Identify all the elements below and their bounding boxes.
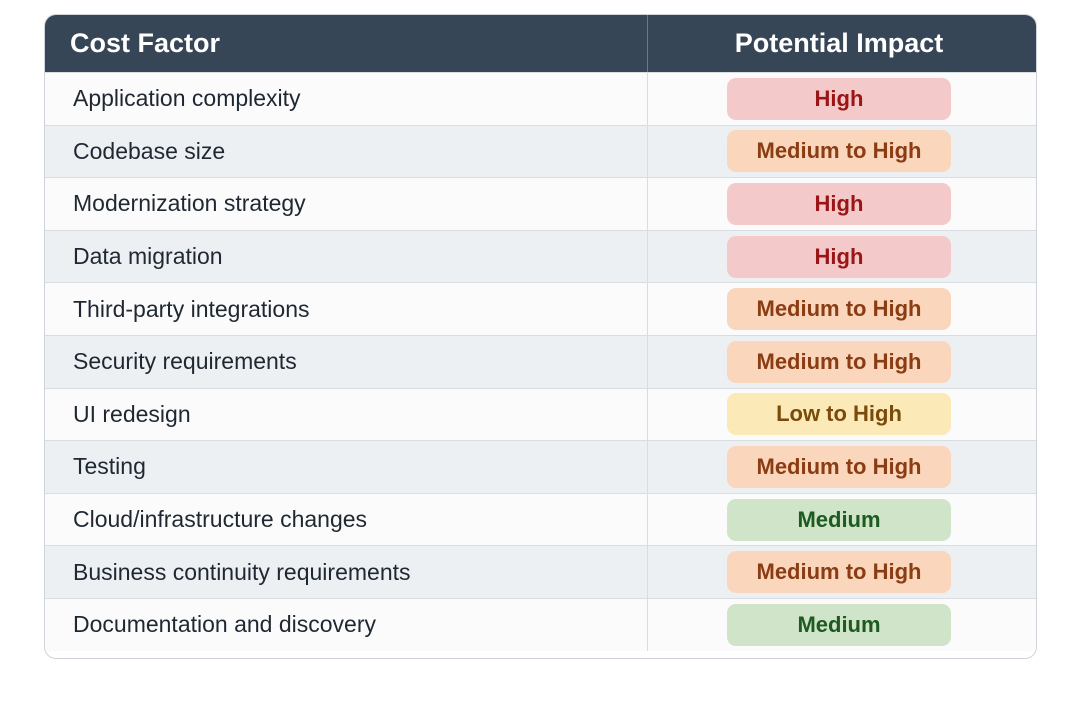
table-row: Documentation and discovery Medium: [45, 597, 1036, 651]
table-row: Testing Medium to High: [45, 440, 1036, 493]
impact-cell: Medium to High: [648, 441, 1036, 493]
table-row: Modernization strategy High: [45, 177, 1036, 230]
cost-factor-cell: Data migration: [45, 230, 648, 283]
impact-cell: Medium to High: [648, 126, 1036, 178]
impact-cell: Medium to High: [648, 283, 1036, 335]
table-row: Third-party integrations Medium to High: [45, 282, 1036, 335]
impact-cell: Medium to High: [648, 546, 1036, 598]
impact-cell: High: [648, 231, 1036, 283]
impact-badge: Low to High: [727, 393, 951, 436]
impact-badge: Medium to High: [727, 551, 951, 594]
table-row: Business continuity requirements Medium t…: [45, 545, 1036, 598]
cost-factor-cell: Modernization strategy: [45, 178, 648, 230]
cost-factor-cell: Application complexity: [45, 73, 648, 125]
cost-factor-cell: UI redesign: [45, 388, 648, 441]
impact-cell: Medium to High: [648, 336, 1036, 388]
table-row: Data migration High: [45, 229, 1036, 283]
impact-cell: Medium: [648, 494, 1036, 546]
cost-factor-cell: Codebase size: [45, 125, 648, 178]
impact-cell: High: [648, 178, 1036, 230]
impact-badge: Medium to High: [727, 288, 951, 331]
impact-badge: High: [727, 235, 951, 278]
cost-factor-cell: Testing: [45, 441, 648, 493]
header-cost-factor: Cost Factor: [45, 15, 648, 72]
impact-cell: Medium: [648, 599, 1036, 651]
cost-factor-cell: Business continuity requirements: [45, 546, 648, 598]
cost-factor-cell: Third-party integrations: [45, 283, 648, 335]
table-row: Security requirements Medium to High: [45, 334, 1036, 388]
cost-factor-table: Cost Factor Potential Impact Application…: [44, 14, 1037, 659]
table-row: Codebase size Medium to High: [45, 124, 1036, 178]
cost-factor-cell: Cloud/infrastructure changes: [45, 493, 648, 546]
table-row: Cloud/infrastructure changes Medium: [45, 492, 1036, 546]
table-row: UI redesign Low to High: [45, 387, 1036, 441]
impact-badge: High: [727, 182, 951, 225]
cost-factor-cell: Security requirements: [45, 335, 648, 388]
impact-badge: Medium to High: [727, 340, 951, 383]
impact-badge: Medium to High: [727, 130, 951, 173]
impact-cell: Low to High: [648, 389, 1036, 441]
header-potential-impact: Potential Impact: [734, 28, 944, 58]
impact-badge: Medium to High: [727, 445, 951, 488]
table-header: Cost Factor Potential Impact: [45, 15, 1036, 72]
cost-factor-cell: Documentation and discovery: [45, 598, 648, 651]
impact-cell: High: [648, 73, 1036, 125]
impact-badge: High: [727, 77, 951, 120]
impact-badge: Medium: [727, 498, 951, 541]
table-body: Application complexity High Codebase size M…: [45, 72, 1036, 651]
table-row: Application complexity High: [45, 72, 1036, 125]
impact-badge: Medium: [727, 603, 951, 646]
